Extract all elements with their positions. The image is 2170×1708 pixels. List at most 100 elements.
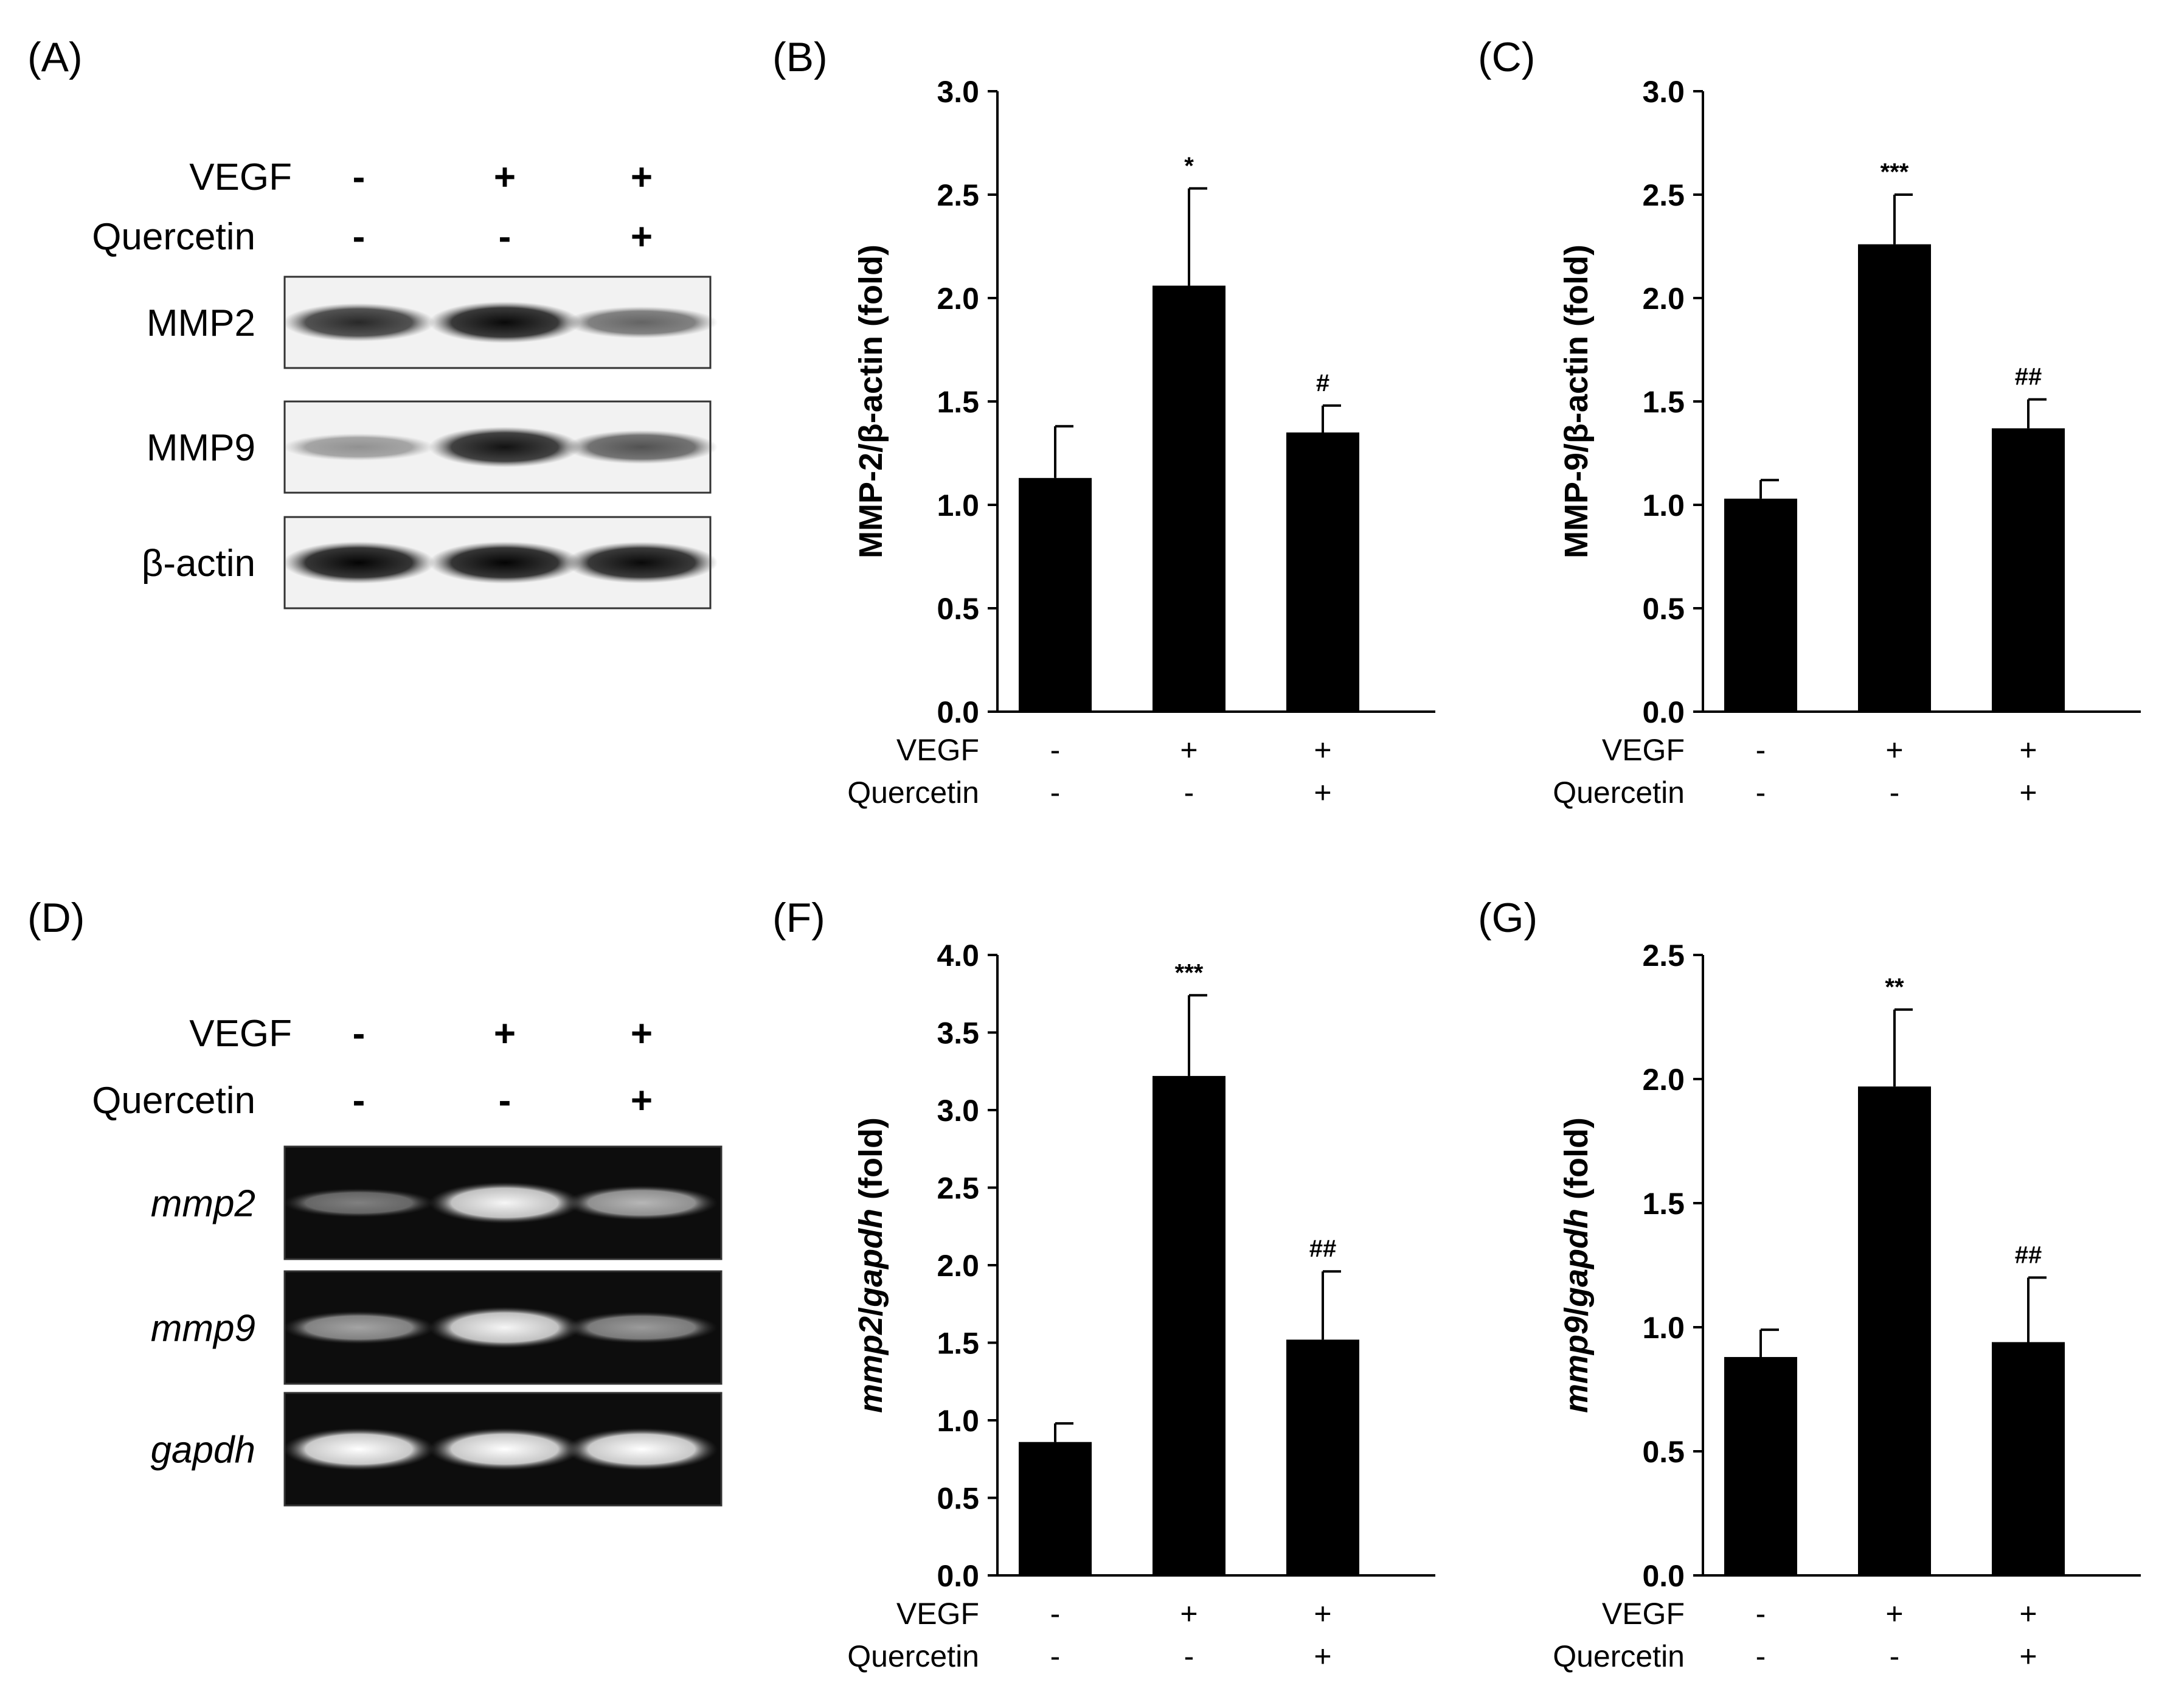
vegf-sign: + (631, 156, 653, 198)
significance-marker: ## (2015, 1241, 2042, 1268)
quercetin-sign: - (499, 216, 511, 258)
quercetin-sign: + (631, 216, 653, 258)
y-tick-label: 0.5 (1642, 1435, 1685, 1469)
blot-band (429, 301, 581, 344)
blot-band (566, 541, 718, 584)
blot-band (429, 1307, 581, 1349)
chart-mmp2-mrna: 0.0 0.5 1.0 1.5 2.0 2.5 3.0 3.5 4.0 mmp2/gapdh (f… (847, 939, 1435, 1673)
quercetin-sign: - (1756, 776, 1766, 810)
panel-label-f: (F) (772, 895, 825, 941)
significance-marker: ## (2015, 364, 2042, 391)
vegf-sign: - (1050, 1597, 1061, 1631)
blot-band (566, 306, 718, 339)
panel-label-d: (D) (27, 895, 85, 941)
quercetin-sign: - (499, 1080, 511, 1122)
y-tick-label: 3.0 (937, 75, 979, 109)
y-tick-label: 1.0 (937, 488, 979, 522)
western-blot-figure: VEGF Quercetin - + + - - + MMP2 MMP9 β-actin (92, 156, 718, 609)
bar (1153, 285, 1225, 712)
vegf-label: VEGF (1602, 733, 1685, 767)
y-tick-label: 0.0 (1642, 695, 1685, 729)
quercetin-sign: - (353, 216, 366, 258)
bar (1153, 1075, 1225, 1575)
quercetin-sign: - (1890, 776, 1900, 810)
quercetin-sign: - (353, 1080, 366, 1122)
y-tick-label: 2.5 (937, 1172, 979, 1206)
quercetin-sign: - (1184, 1639, 1194, 1673)
vegf-sign: - (1756, 733, 1766, 767)
y-tick-label: 3.0 (937, 1094, 979, 1128)
significance-marker: *** (1175, 959, 1204, 986)
vegf-sign: + (1180, 1597, 1198, 1631)
significance-marker: ** (1885, 974, 1904, 1001)
y-tick-label: 2.5 (1642, 178, 1685, 212)
vegf-sign: + (2019, 733, 2037, 767)
y-tick-label: 1.5 (937, 1327, 979, 1361)
blot-band (429, 541, 581, 584)
significance-marker: ## (1309, 1235, 1337, 1262)
bar (1858, 1086, 1931, 1575)
y-tick-label: 2.5 (937, 178, 979, 212)
blot-row-label: MMP9 (147, 427, 255, 469)
y-tick-label: 2.0 (1642, 282, 1685, 316)
vegf-sign: + (1314, 733, 1331, 767)
blot-row-label: gapdh (151, 1429, 255, 1471)
vegf-sign: + (1885, 733, 1903, 767)
bar (1019, 1442, 1092, 1575)
y-tick-label: 3.0 (1642, 75, 1685, 109)
vegf-sign: + (631, 1013, 653, 1055)
quercetin-label: Quercetin (1553, 1639, 1685, 1673)
y-tick-label: 4.0 (937, 939, 979, 973)
significance-marker: # (1316, 370, 1329, 397)
quercetin-sign: + (1314, 776, 1331, 810)
blot-band (283, 1428, 435, 1471)
y-tick-label: 2.0 (937, 282, 979, 316)
y-tick-label: 0.5 (937, 1482, 979, 1516)
y-tick-label: 1.0 (1642, 1311, 1685, 1345)
vegf-sign: + (1885, 1597, 1903, 1631)
y-tick-label: 2.5 (1642, 939, 1685, 973)
y-tick-label: 2.0 (937, 1249, 979, 1283)
quercetin-sign: - (1890, 1639, 1900, 1673)
quercetin-label: Quercetin (847, 776, 979, 810)
bar (1286, 432, 1359, 712)
vegf-sign: + (494, 156, 516, 198)
vegf-sign: + (1180, 733, 1198, 767)
quercetin-label: Quercetin (1553, 776, 1685, 810)
vegf-sign: + (494, 1013, 516, 1055)
y-tick-label: 1.5 (1642, 1187, 1685, 1221)
y-tick-label: 2.0 (1642, 1063, 1685, 1097)
y-axis-label: mmp9/gapdh (fold) (1558, 1117, 1595, 1413)
rt-pcr-gel-figure: VEGF Quercetin - + + - - + mmp2 mmp9 gapdh (92, 1013, 723, 1507)
chart-mmp9-protein: 0.0 0.5 1.0 1.5 2.0 2.5 3.0 MMP-9/β-actin (fold… (1553, 75, 2141, 810)
blot-band (429, 1428, 581, 1471)
panel-label-c: (C) (1478, 34, 1536, 80)
vegf-label: VEGF (1602, 1597, 1685, 1631)
blot-row-label: mmp9 (151, 1308, 255, 1350)
quercetin-sign: - (1756, 1639, 1766, 1673)
quercetin-sign: + (2019, 1639, 2037, 1673)
quercetin-sign: - (1050, 776, 1061, 810)
quercetin-sign: + (631, 1080, 653, 1122)
bar (1019, 477, 1092, 712)
blot-row-label: MMP2 (147, 302, 255, 344)
blot-row-label: mmp2 (151, 1183, 255, 1225)
significance-marker: *** (1881, 159, 1909, 186)
vegf-sign: - (1756, 1597, 1766, 1631)
vegf-sign: - (353, 1013, 366, 1055)
panel-label-b: (B) (772, 34, 828, 80)
y-axis-label: mmp2/gapdh (fold) (853, 1117, 889, 1413)
quercetin-label: Quercetin (92, 1080, 255, 1122)
rt-pcr-gel-panel: VEGF Quercetin - + + - - + mmp2 mmp9 gapdh (0, 949, 754, 1581)
blot-band (283, 303, 435, 342)
chart-mmp9-mrna: 0.0 0.5 1.0 1.5 2.0 2.5 mmp9/gapdh (fold) ** ## V… (1553, 939, 2141, 1673)
y-tick-label: 0.0 (1642, 1559, 1685, 1593)
blot-band (283, 1311, 435, 1344)
y-tick-label: 1.5 (937, 385, 979, 419)
vegf-sign: - (1050, 733, 1061, 767)
vegf-label: VEGF (896, 1597, 979, 1631)
blot-band (429, 426, 581, 468)
y-tick-label: 0.0 (937, 695, 979, 729)
blot-band (566, 1185, 718, 1221)
western-blot-panel: VEGF Quercetin - + + - - + MMP2 MMP9 β-actin (0, 0, 754, 645)
